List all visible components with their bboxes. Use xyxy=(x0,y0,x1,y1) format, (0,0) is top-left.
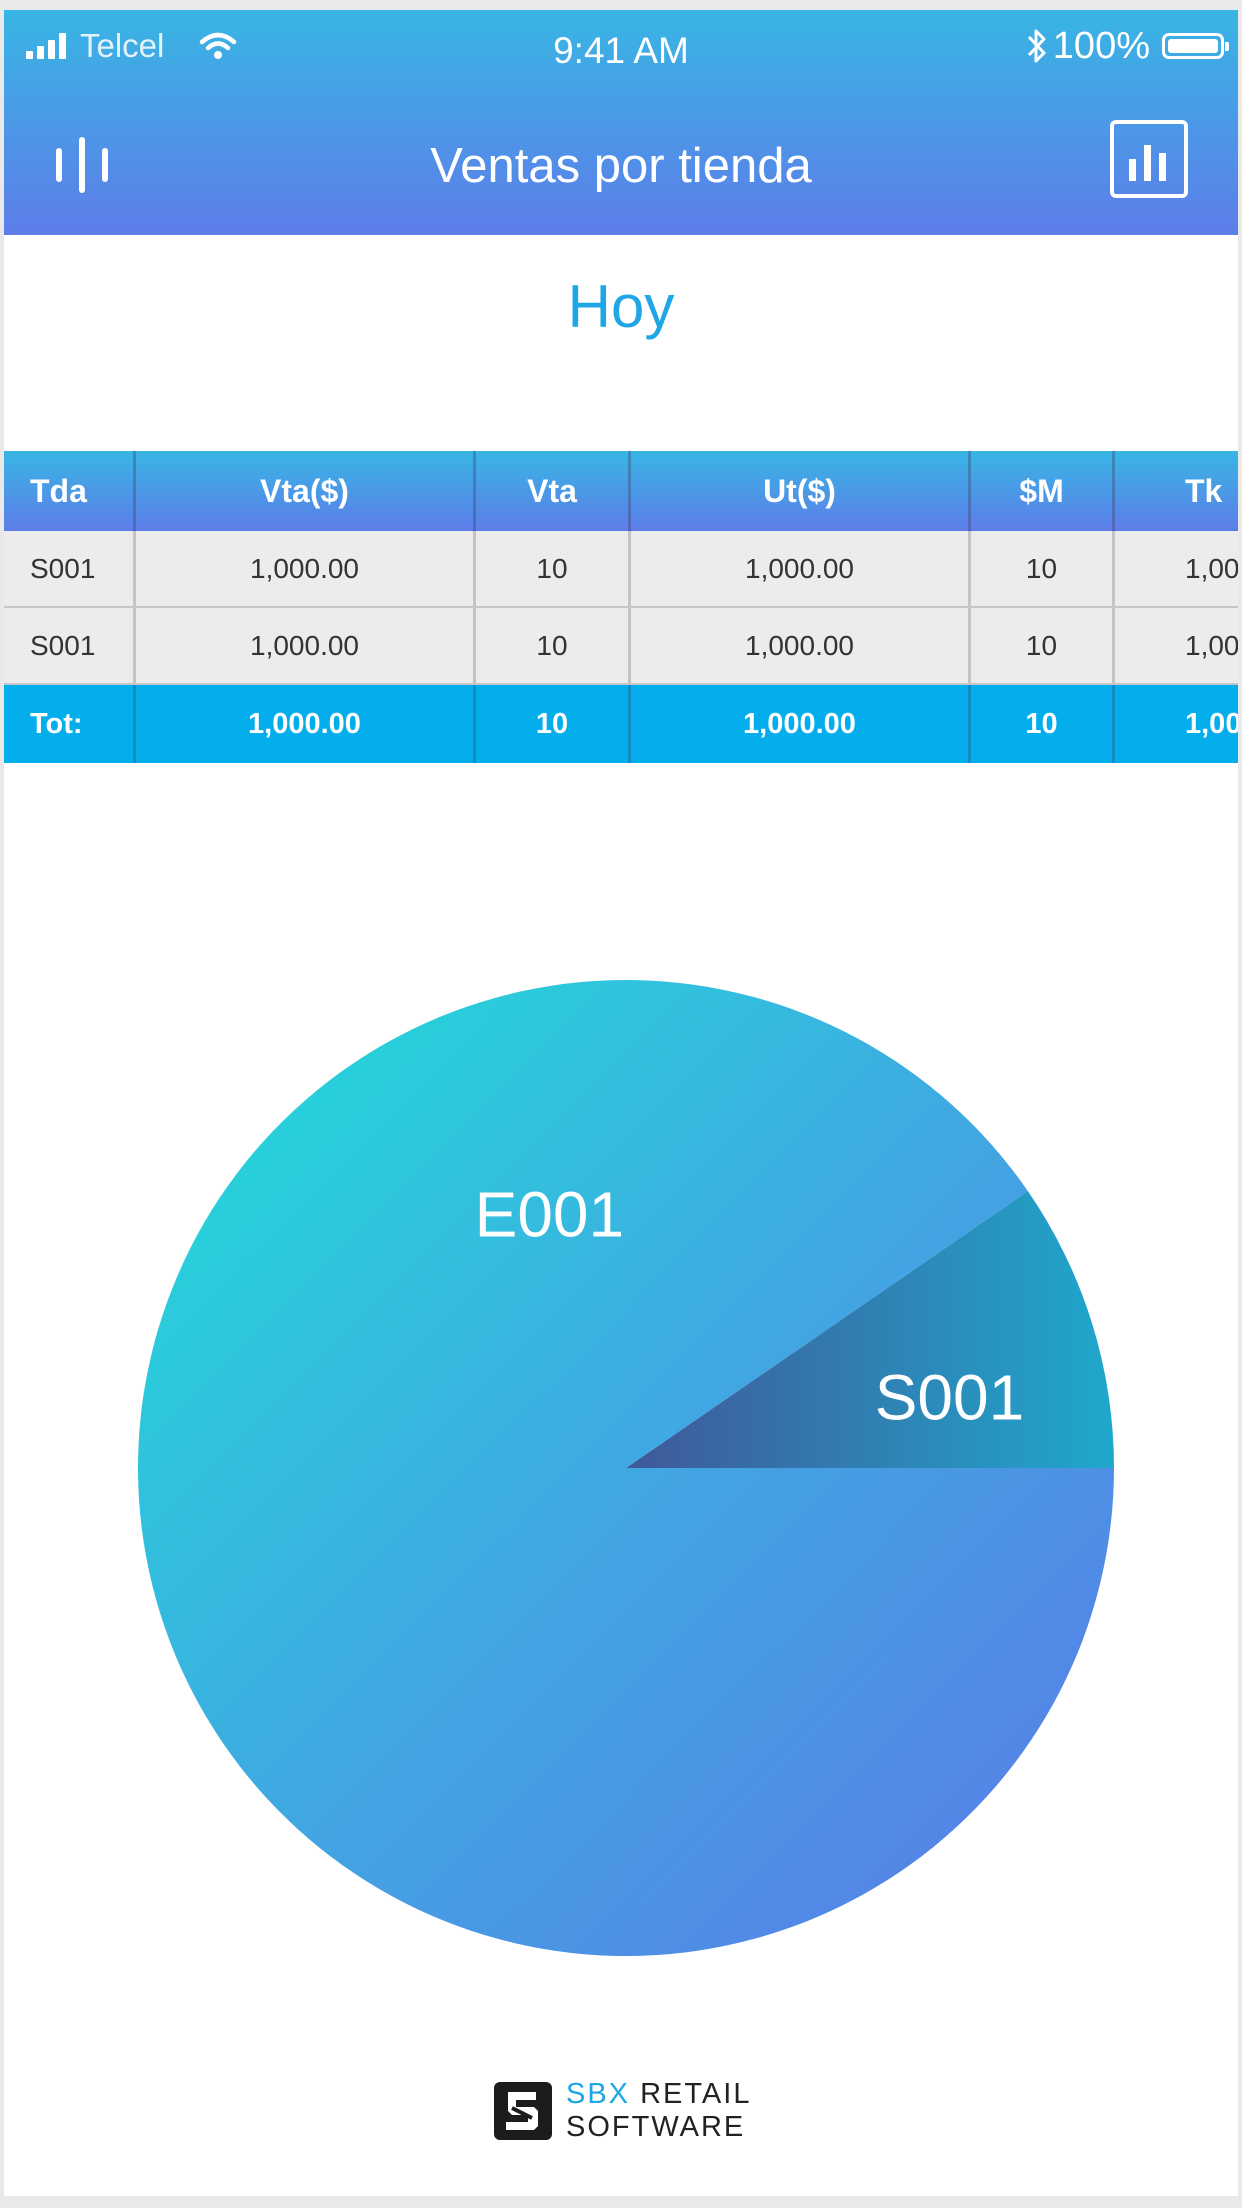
bluetooth-icon xyxy=(1027,29,1046,63)
total-cell: 1,00 xyxy=(1185,707,1238,740)
table-cell: 1,00 xyxy=(1185,552,1238,584)
table-cell: 10 xyxy=(476,608,631,683)
table-total-row: Tot: 1,000.00 10 1,000.00 10 1,00 xyxy=(4,685,1238,763)
total-cell: 10 xyxy=(971,685,1115,763)
table-cell: S001 xyxy=(4,531,136,606)
battery-percent: 100% xyxy=(1052,24,1150,67)
pie-label-e001: E001 xyxy=(475,1178,624,1250)
menu-icon[interactable] xyxy=(56,136,108,194)
total-cell: 1,000.00 xyxy=(631,685,971,763)
table-row[interactable]: S001 1,000.00 10 1,000.00 10 1,00 xyxy=(4,531,1238,608)
app-screen: Telcel 9:41 AM 100% Ventas por tienda Ho… xyxy=(4,10,1238,2196)
brand-name: SBX RETAIL SOFTWARE xyxy=(566,2078,751,2144)
table-cell: 10 xyxy=(971,608,1115,683)
carrier-name: Telcel xyxy=(80,27,165,64)
table-cell: 10 xyxy=(971,531,1115,606)
column-header-ut-amount[interactable]: Ut($) xyxy=(631,451,971,531)
column-header-margin[interactable]: $M xyxy=(971,451,1115,531)
battery-icon xyxy=(1162,33,1229,59)
pie-chart: E001 S001 xyxy=(138,979,1114,1956)
table-cell: S001 xyxy=(4,608,136,683)
table-row[interactable]: S001 1,000.00 10 1,000.00 10 1,00 xyxy=(4,608,1238,685)
total-label: Tot: xyxy=(4,685,136,763)
period-label: Hoy xyxy=(567,273,675,340)
wifi-icon xyxy=(200,32,237,59)
table-cell: 1,000.00 xyxy=(136,608,476,683)
sales-table: Tda Vta($) Vta Ut($) $M Tk S001 1,000.00… xyxy=(4,451,1238,763)
total-cell: 10 xyxy=(476,685,631,763)
total-cell: 1,000.00 xyxy=(136,685,476,763)
pie-slice-e001[interactable] xyxy=(138,979,1114,1956)
brand-logo: SBX RETAIL SOFTWARE xyxy=(494,2078,751,2144)
table-header-row: Tda Vta($) Vta Ut($) $M Tk xyxy=(4,451,1238,531)
pie-slice-s001[interactable] xyxy=(626,1191,1114,1468)
table-cell: 1,00 xyxy=(1185,629,1238,661)
brand-software: SOFTWARE xyxy=(566,2111,746,2143)
status-time: 9:41 AM xyxy=(553,30,689,71)
bar-chart-icon[interactable] xyxy=(1110,120,1188,198)
sbx-logo-icon xyxy=(494,2082,552,2140)
brand-sbx: SBX xyxy=(566,2078,631,2110)
column-header-tda[interactable]: Tda xyxy=(4,451,136,531)
column-header-vta-amount[interactable]: Vta($) xyxy=(136,451,476,531)
brand-retail: RETAIL xyxy=(630,2078,752,2110)
table-cell: 1,000.00 xyxy=(136,531,476,606)
status-bar-right: 100% xyxy=(1025,24,1229,68)
column-header-tk[interactable]: Tk xyxy=(1185,472,1223,509)
signal-icon xyxy=(26,33,66,59)
page-title: Ventas por tienda xyxy=(430,139,812,193)
header: Telcel 9:41 AM 100% Ventas por tienda xyxy=(4,10,1238,235)
status-bar-left: Telcel xyxy=(26,26,238,66)
table-cell: 10 xyxy=(476,531,631,606)
table-cell: 1,000.00 xyxy=(631,608,971,683)
table-cell: 1,000.00 xyxy=(631,531,971,606)
pie-label-s001: S001 xyxy=(875,1361,1024,1433)
column-header-vta[interactable]: Vta xyxy=(476,451,631,531)
